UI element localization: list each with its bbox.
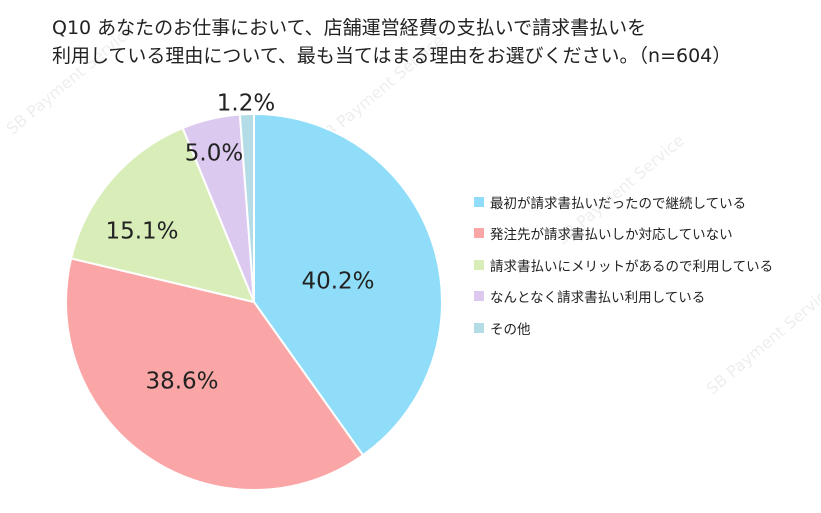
chart-title-line-2: 利用している理由について、最も当てはまる理由をお選びください。（n=604） bbox=[52, 45, 732, 67]
pie-slices bbox=[65, 112, 443, 491]
legend-swatch bbox=[474, 259, 484, 270]
legend: 最初が請求書払いだったので継続している 発注先が請求書払いしか対応していない請求書… bbox=[474, 186, 773, 344]
legend-label: 請求書払いにメリットがあるので利用している bbox=[490, 258, 774, 275]
pie-data-labels: 40.2% 38.6% 15.1% 5.0% 1.2% bbox=[105, 91, 374, 395]
pie-slice-5 bbox=[238, 112, 255, 303]
pie-slice-3 bbox=[69, 126, 256, 304]
legend-item-2: 発注先が請求書払いしか対応していない bbox=[474, 218, 773, 250]
data-label-5: 1.2% bbox=[217, 91, 275, 117]
legend-item-5: その他 bbox=[474, 312, 773, 344]
legend-label: 発注先が請求書払いしか対応していない bbox=[490, 227, 733, 244]
data-label-2: 38.6% bbox=[145, 369, 218, 395]
data-label-4: 5.0% bbox=[185, 141, 243, 167]
pie-slice-2 bbox=[65, 257, 365, 491]
legend-item-4: なんとなく請求書払い利用している bbox=[474, 281, 773, 313]
legend-label: その他 bbox=[490, 321, 531, 338]
data-label-1: 40.2% bbox=[301, 269, 374, 295]
chart-title: Q10 あなたのお仕事において、店舗運営経費の支払いで請求書払いを 利用している… bbox=[52, 14, 731, 70]
legend-item-3: 請求書払いにメリットがあるので利用している bbox=[474, 249, 773, 281]
legend-label: なんとなく請求書払い利用している bbox=[490, 290, 706, 307]
legend-label: 最初が請求書払いだったので継続している bbox=[490, 195, 747, 212]
legend-swatch bbox=[474, 322, 484, 333]
legend-swatch bbox=[474, 196, 484, 207]
chart-title-line-1: Q10 あなたのお仕事において、店舗運営経費の支払いで請求書払いを bbox=[52, 17, 647, 39]
data-label-3: 15.1% bbox=[105, 219, 178, 245]
legend-item-1: 最初が請求書払いだったので継続している bbox=[474, 186, 773, 218]
pie-slice-1 bbox=[253, 112, 443, 457]
legend-swatch bbox=[474, 228, 484, 239]
legend-swatch bbox=[474, 291, 484, 302]
